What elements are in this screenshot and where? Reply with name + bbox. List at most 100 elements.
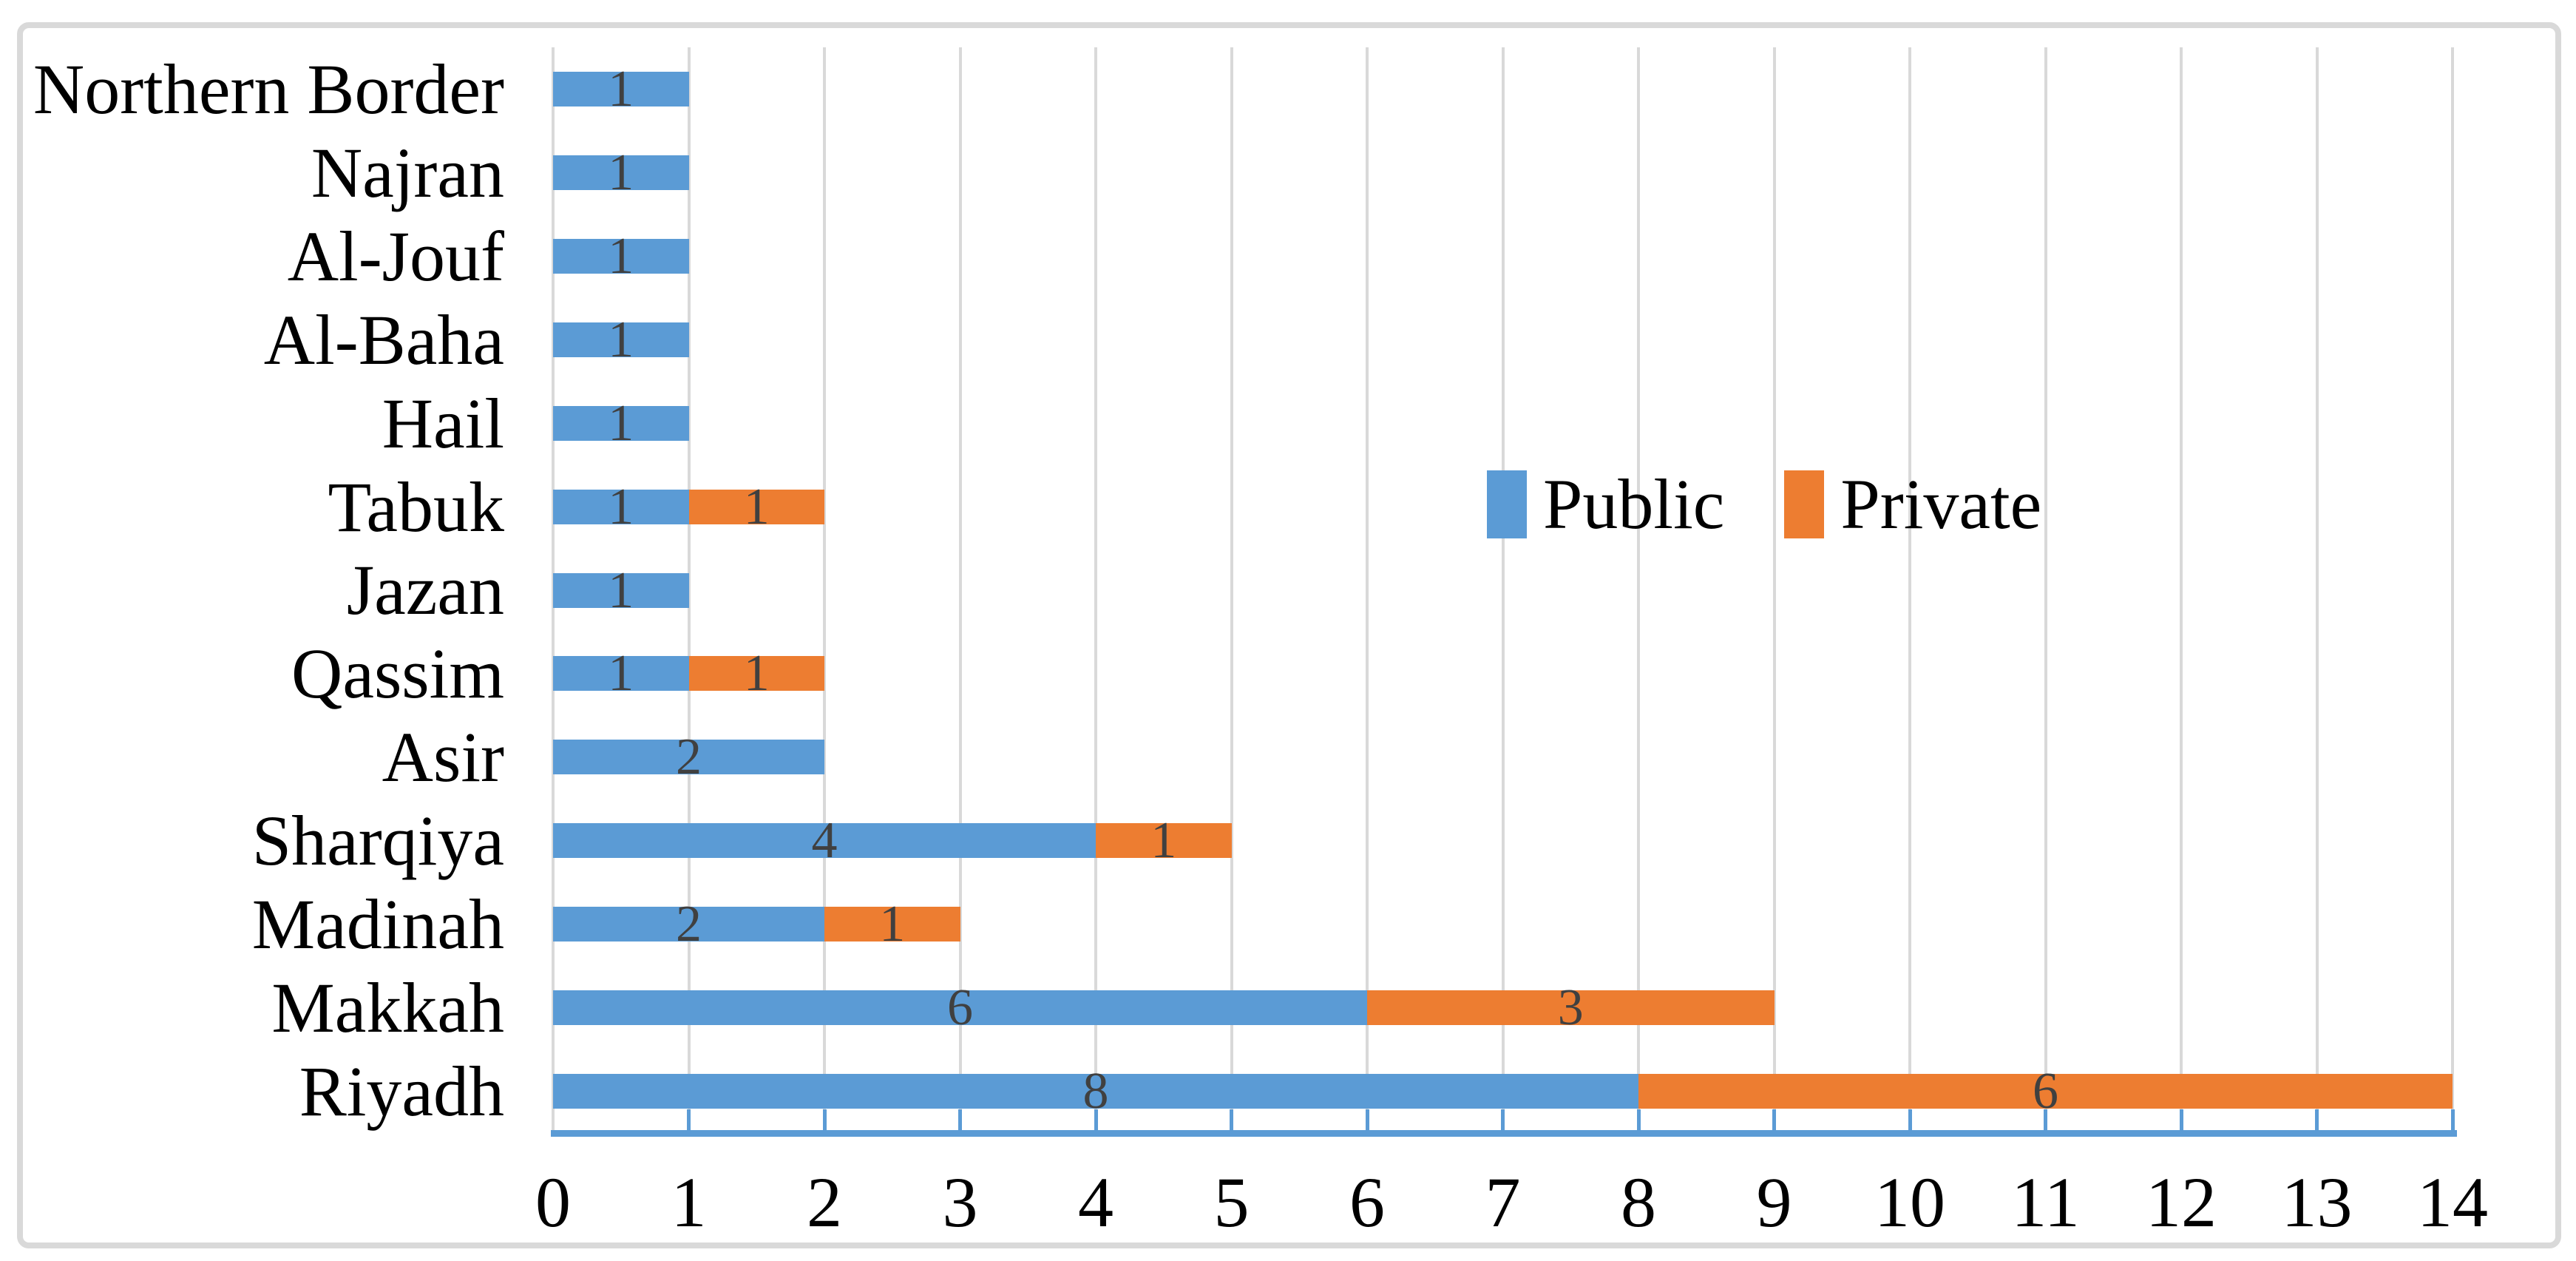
x-tick-label: 9 [1756, 1163, 1792, 1242]
bar-segment-public: 2 [553, 896, 824, 953]
bar-segment-public: 8 [553, 1063, 1638, 1120]
x-axis-tick [2450, 1109, 2455, 1130]
x-axis-tick [1094, 1109, 1098, 1130]
x-axis-tick [822, 1109, 827, 1130]
chart-frame [17, 22, 2561, 1248]
bar-value-label: 1 [879, 896, 906, 953]
x-tick-label: 1 [671, 1163, 707, 1242]
gridline [1908, 47, 1911, 1133]
bar-value-label: 8 [1082, 1063, 1109, 1120]
legend-item-private: Private [1784, 464, 2041, 544]
legend-label-public: Public [1543, 464, 1725, 544]
x-axis-tick [1636, 1109, 1641, 1130]
bar-segment-public: 1 [553, 311, 689, 368]
x-axis-tick [1772, 1109, 1776, 1130]
bar-segment-public: 4 [553, 812, 1096, 870]
gridline [1637, 47, 1640, 1133]
bar-value-label: 1 [608, 311, 634, 368]
bar-segment-public: 1 [553, 645, 689, 703]
bar-value-label: 1 [608, 143, 634, 201]
legend-swatch-public [1487, 470, 1527, 538]
bar-value-label: 4 [811, 812, 838, 870]
legend-item-public: Public [1487, 464, 1724, 544]
x-axis-line [551, 1130, 2457, 1137]
bar-segment-private: 3 [1367, 979, 1775, 1037]
legend: Public Private [1487, 464, 2041, 544]
bar-value-label: 1 [608, 394, 634, 452]
gridline [1772, 47, 1776, 1133]
gridline [1366, 47, 1369, 1133]
bar-segment-public: 2 [553, 728, 824, 786]
bar-segment-public: 6 [553, 979, 1367, 1037]
bar-segment-private: 6 [1638, 1063, 2453, 1120]
gridline [1230, 47, 1233, 1133]
bar-value-label: 1 [608, 645, 634, 703]
x-tick-label: 6 [1349, 1163, 1385, 1242]
bar-value-label: 1 [743, 478, 770, 535]
x-tick-label: 13 [2281, 1163, 2353, 1242]
x-tick-label: 2 [807, 1163, 842, 1242]
bar-value-label: 2 [676, 896, 702, 953]
category-label: Riyadh [299, 1052, 504, 1132]
bar-value-label: 1 [608, 478, 634, 535]
x-tick-label: 7 [1485, 1163, 1521, 1242]
x-axis-tick [1230, 1109, 1233, 1130]
gridline [1501, 47, 1505, 1133]
gridline [2180, 47, 2183, 1133]
legend-label-private: Private [1840, 464, 2042, 544]
bar-value-label: 1 [743, 645, 770, 703]
category-label: Sharqiya [251, 801, 504, 881]
bar-segment-public: 1 [553, 561, 689, 619]
bar-value-label: 1 [1150, 812, 1177, 870]
bar-segment-public: 1 [553, 394, 689, 452]
bar-segment-private: 1 [688, 645, 824, 703]
bar-value-label: 1 [608, 227, 634, 285]
bar-segment-public: 1 [553, 60, 689, 118]
gridline [958, 47, 962, 1133]
gridline [1094, 47, 1097, 1133]
bar-value-label: 6 [2033, 1063, 2058, 1120]
bar-value-label: 2 [676, 728, 702, 786]
category-label: Northern Border [33, 49, 504, 129]
bar-segment-private: 1 [1096, 812, 1232, 870]
category-label: Makkah [271, 968, 504, 1048]
x-axis-tick [687, 1109, 691, 1130]
x-tick-label: 11 [2011, 1163, 2080, 1242]
category-label: Najran [311, 132, 504, 212]
x-axis-tick [958, 1109, 962, 1130]
x-tick-label: 3 [942, 1163, 978, 1242]
bar-value-label: 1 [608, 561, 634, 619]
gridline [687, 47, 691, 1133]
category-label: Asir [382, 717, 504, 797]
x-tick-label: 14 [2417, 1163, 2488, 1242]
x-axis-tick [1908, 1109, 1912, 1130]
bar-value-label: 3 [1557, 979, 1584, 1037]
x-axis-tick [1365, 1109, 1369, 1130]
bar-segment-private: 1 [688, 478, 824, 535]
gridline [2451, 47, 2454, 1133]
x-axis-tick [2044, 1109, 2047, 1130]
x-tick-label: 4 [1078, 1163, 1114, 1242]
category-label: Madinah [251, 885, 504, 964]
category-label: Al-Baha [263, 300, 504, 379]
x-tick-label: 5 [1213, 1163, 1250, 1242]
gridline [2315, 47, 2319, 1133]
gridline [823, 47, 826, 1133]
bar-value-label: 6 [947, 979, 973, 1037]
category-label: Jazan [346, 550, 504, 630]
category-label: Qassim [291, 634, 504, 714]
x-axis-tick [1501, 1109, 1505, 1130]
legend-swatch-private [1784, 470, 1825, 538]
x-tick-label: 0 [535, 1163, 571, 1242]
x-tick-label: 12 [2146, 1163, 2217, 1242]
x-axis-tick [2315, 1109, 2319, 1130]
bar-segment-public: 1 [553, 227, 689, 285]
x-tick-label: 8 [1621, 1163, 1656, 1242]
gridline [2044, 47, 2047, 1133]
category-label: Tabuk [328, 467, 504, 547]
x-tick-label: 10 [1874, 1163, 1945, 1242]
category-label: Al-Jouf [287, 216, 504, 296]
category-label: Hail [382, 383, 504, 463]
bar-value-label: 1 [608, 60, 634, 118]
